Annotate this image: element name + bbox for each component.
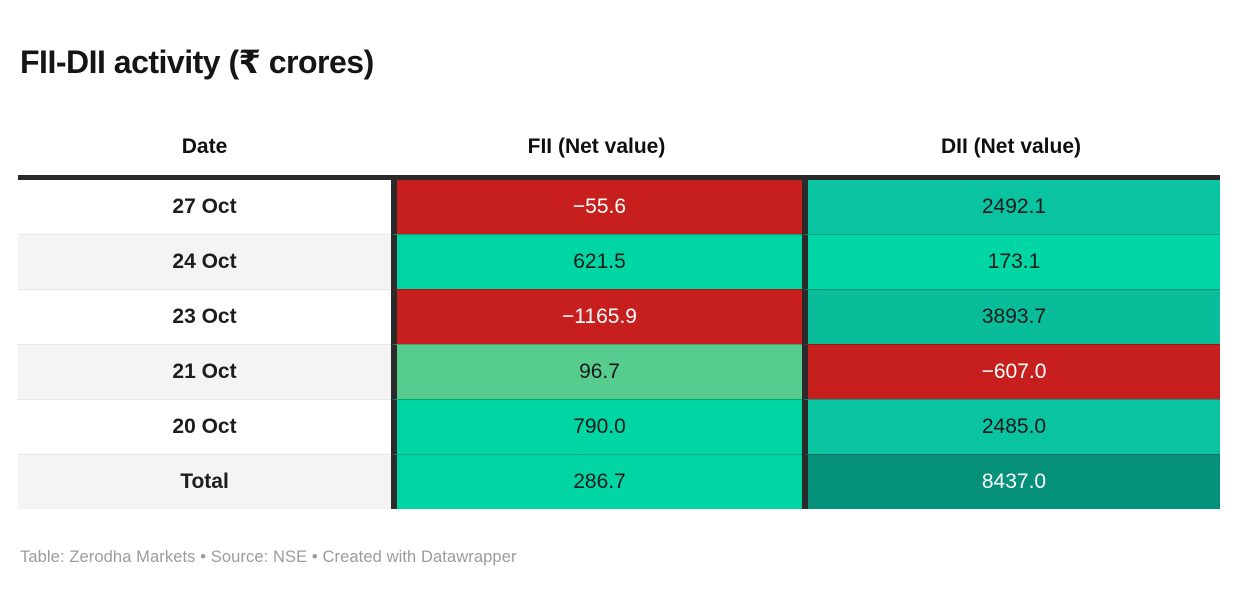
- fii-dii-table: Date FII (Net value) DII (Net value) 27 …: [18, 118, 1220, 509]
- table-row: 27 Oct −55.6 2492.1: [18, 180, 1220, 234]
- fii-value-cell: 790.0: [391, 399, 802, 454]
- table-row: 24 Oct 621.5 173.1: [18, 234, 1220, 289]
- attribution-footer: Table: Zerodha Markets • Source: NSE • C…: [20, 548, 517, 566]
- dii-value-cell: 2492.1: [802, 180, 1220, 234]
- table-row: 20 Oct 790.0 2485.0: [18, 399, 1220, 454]
- fii-value-cell: −1165.9: [391, 289, 802, 344]
- fii-value-cell: 621.5: [391, 234, 802, 289]
- col-header-date: Date: [18, 118, 391, 180]
- date-cell: 24 Oct: [18, 234, 391, 289]
- col-header-dii: DII (Net value): [802, 118, 1220, 180]
- dii-value-cell: 2485.0: [802, 399, 1220, 454]
- col-header-fii: FII (Net value): [391, 118, 802, 180]
- date-cell: 20 Oct: [18, 399, 391, 454]
- dii-value-cell: 8437.0: [802, 454, 1220, 509]
- date-cell: 23 Oct: [18, 289, 391, 344]
- date-cell: 21 Oct: [18, 344, 391, 399]
- dii-value-cell: −607.0: [802, 344, 1220, 399]
- fii-value-cell: 286.7: [391, 454, 802, 509]
- fii-value-cell: 96.7: [391, 344, 802, 399]
- fii-value-cell: −55.6: [391, 180, 802, 234]
- dii-value-cell: 3893.7: [802, 289, 1220, 344]
- page-title: FII-DII activity (₹ crores): [20, 44, 374, 81]
- table-row: 21 Oct 96.7 −607.0: [18, 344, 1220, 399]
- date-cell: Total: [18, 454, 391, 509]
- date-cell: 27 Oct: [18, 180, 391, 234]
- table-row: 23 Oct −1165.9 3893.7: [18, 289, 1220, 344]
- table-row-total: Total 286.7 8437.0: [18, 454, 1220, 509]
- table-header-row: Date FII (Net value) DII (Net value): [18, 118, 1220, 180]
- dii-value-cell: 173.1: [802, 234, 1220, 289]
